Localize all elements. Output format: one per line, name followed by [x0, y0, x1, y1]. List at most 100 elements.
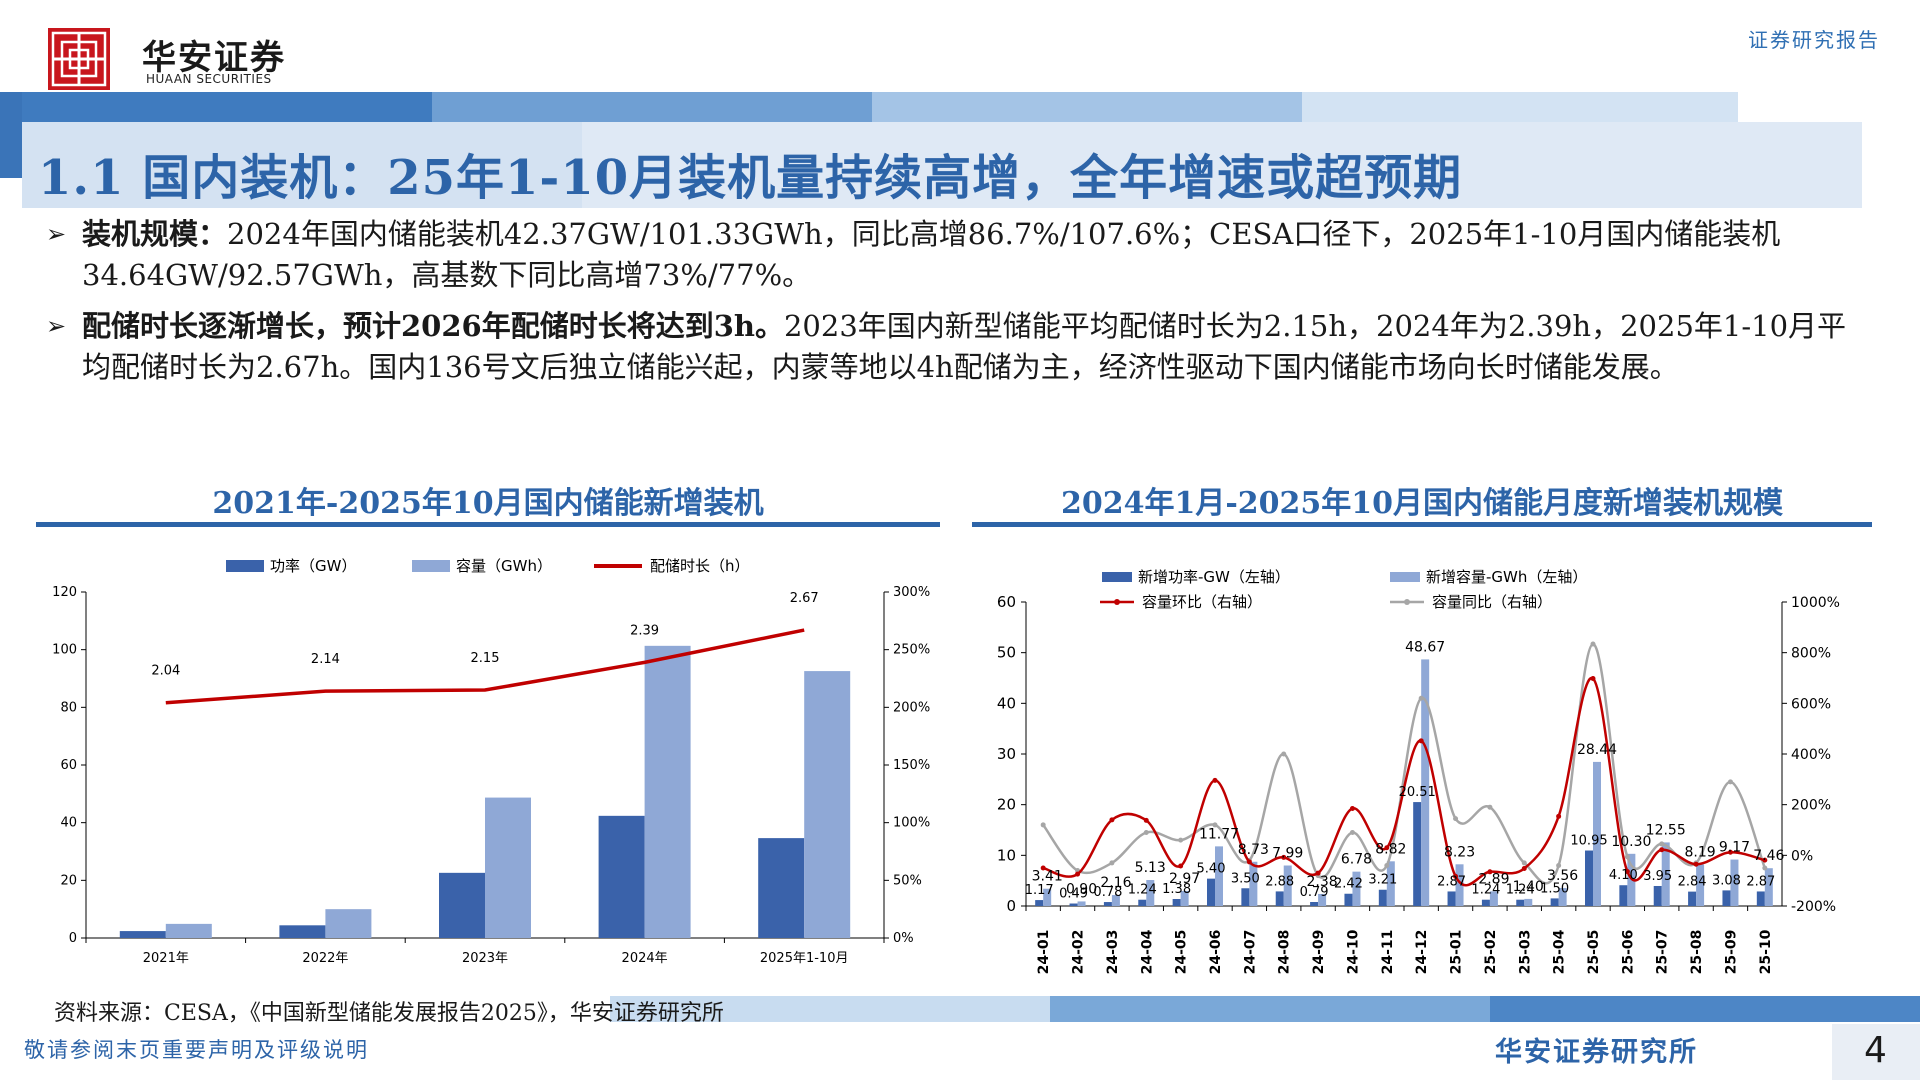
- y-tick-label-right: 200%: [893, 700, 930, 715]
- data-label-power: 2.42: [1334, 877, 1363, 892]
- bar-power: [1516, 899, 1525, 906]
- data-label-power: 1.24: [1506, 883, 1535, 898]
- bar-power: [439, 872, 485, 938]
- data-label-duration: 2.67: [790, 591, 819, 606]
- x-tick-label: 2025年1-10月: [760, 951, 849, 966]
- data-source-note: 资料来源：CESA，《中国新型储能发展报告2025》，华安证券研究所: [54, 1001, 724, 1026]
- data-label-capacity: 2.97: [1169, 871, 1200, 887]
- y-tick-label-right: 800%: [1791, 646, 1831, 662]
- line-capacity-mom-point: [1040, 865, 1046, 871]
- line-capacity-mom-point: [1487, 869, 1493, 875]
- line-capacity-yoy-point: [1727, 779, 1733, 785]
- bar-capacity: [1043, 888, 1052, 906]
- data-label-capacity: 8.23: [1444, 844, 1475, 860]
- bar-power: [1069, 903, 1078, 906]
- y-tick-label-right: 150%: [893, 758, 930, 773]
- data-label-power: 3.95: [1643, 869, 1672, 884]
- line-capacity-yoy-point: [1521, 860, 1527, 866]
- legend-label: 容量环比（右轴）: [1142, 593, 1262, 611]
- data-label-capacity: 3.41: [1032, 869, 1063, 885]
- y-tick-label-right: 100%: [893, 816, 930, 831]
- bar-power: [1035, 900, 1044, 906]
- bar-capacity: [804, 671, 851, 938]
- bar-capacity: [1318, 893, 1327, 906]
- data-label-duration: 2.15: [471, 651, 500, 666]
- y-tick-label-right: 600%: [1791, 696, 1831, 712]
- data-label-capacity: 6.78: [1341, 852, 1372, 868]
- data-label-power: 1.24: [1471, 883, 1500, 898]
- line-capacity-yoy-point: [1487, 804, 1493, 810]
- data-label-power: 1.38: [1162, 882, 1191, 897]
- bar-power: [1138, 899, 1147, 906]
- y-tick-label-left: 60: [60, 758, 77, 773]
- data-label-capacity: 8.73: [1238, 842, 1269, 858]
- legend-swatch: [1102, 572, 1132, 582]
- bar-power: [119, 931, 166, 938]
- line-capacity-mom-point: [1590, 676, 1596, 682]
- line-capacity-yoy-point: [1143, 830, 1149, 836]
- y-tick-label-left: 20: [60, 873, 77, 888]
- line-capacity-mom-point: [1212, 777, 1218, 783]
- y-tick-label-left: 0: [1006, 897, 1016, 915]
- bullet-body: 2024年国内储能装机42.37GW/101.33GWh，同比高增86.7%/1…: [82, 217, 1781, 292]
- bar-capacity: [1386, 861, 1395, 906]
- disclaimer-note: 敬请参阅末页重要声明及评级说明: [24, 1038, 369, 1062]
- data-label-power: 3.21: [1368, 873, 1397, 888]
- x-tick-label: 25-04: [1552, 929, 1568, 974]
- line-capacity-yoy-point: [1349, 830, 1355, 836]
- line-capacity-yoy-point: [1556, 862, 1562, 868]
- data-label-power: 10.95: [1570, 834, 1607, 849]
- title-band: [0, 92, 1862, 208]
- arrow-bullet-icon: ➢: [46, 312, 67, 340]
- data-label-power: 2.87: [1746, 874, 1775, 889]
- data-label-capacity: 10.30: [1611, 834, 1651, 850]
- line-capacity-yoy-point: [1659, 841, 1665, 847]
- line-capacity-mom-point: [1075, 871, 1081, 877]
- y-tick-label-left: 40: [997, 694, 1016, 712]
- y-tick-label-right: 300%: [893, 585, 930, 600]
- bar-power: [1413, 802, 1422, 906]
- line-capacity-mom-point: [1727, 849, 1733, 855]
- y-tick-label-left: 80: [60, 700, 77, 715]
- x-tick-label: 25-03: [1517, 930, 1533, 975]
- line-duration: [165, 628, 805, 705]
- bullet-head: 配储时长逐渐增长，预计2026年配储时长将达到3h。: [82, 309, 784, 343]
- x-tick-label: 24-03: [1105, 930, 1121, 975]
- bar-capacity: [1146, 880, 1155, 906]
- page-number: 4: [1864, 1030, 1887, 1071]
- bar-capacity: [1421, 659, 1430, 906]
- y-tick-label-left: 10: [997, 846, 1016, 864]
- line-capacity-mom-point: [1109, 817, 1115, 823]
- data-label-capacity: 2.89: [1478, 871, 1509, 887]
- y-tick-label-left: 50: [997, 644, 1016, 662]
- x-tick-label: 24-10: [1345, 929, 1361, 974]
- legend-label: 容量（GWh）: [456, 557, 552, 575]
- line-capacity-mom-point: [1143, 817, 1149, 823]
- x-tick-label: 25-06: [1620, 930, 1636, 975]
- data-label-power: 1.17: [1025, 883, 1054, 898]
- bar-capacity: [165, 923, 212, 938]
- x-tick-label: 2023年: [462, 951, 508, 966]
- legend-label: 配储时长（h）: [650, 557, 750, 575]
- bullet-duration: ➢ 配储时长逐渐增长，预计2026年配储时长将达到3h。2023年国内新型储能平…: [46, 306, 1866, 388]
- bar-capacity: [1077, 901, 1086, 906]
- bar-power: [1756, 891, 1765, 906]
- data-label-power: 0.79: [1300, 885, 1329, 900]
- bar-power: [1241, 888, 1250, 906]
- x-tick-label: 2021年: [143, 951, 189, 966]
- chart-title-underline: [36, 522, 940, 527]
- data-label-capacity: 1.40: [1513, 879, 1544, 895]
- line-capacity-yoy-point: [1109, 860, 1115, 866]
- bar-capacity: [485, 797, 531, 938]
- data-label-capacity: 11.77: [1199, 826, 1239, 842]
- line-capacity-mom-point: [1624, 869, 1630, 875]
- x-tick-label: 24-06: [1208, 930, 1224, 975]
- y-tick-label-left: 40: [60, 816, 77, 831]
- data-label-power: 3.50: [1231, 871, 1260, 886]
- line-capacity-yoy-point: [1040, 822, 1046, 828]
- bar-capacity: [1730, 859, 1739, 906]
- data-label-power: 2.87: [1437, 874, 1466, 889]
- bar-capacity: [1593, 761, 1601, 906]
- bar-power: [1447, 891, 1456, 906]
- data-label-power: 1.50: [1540, 881, 1569, 896]
